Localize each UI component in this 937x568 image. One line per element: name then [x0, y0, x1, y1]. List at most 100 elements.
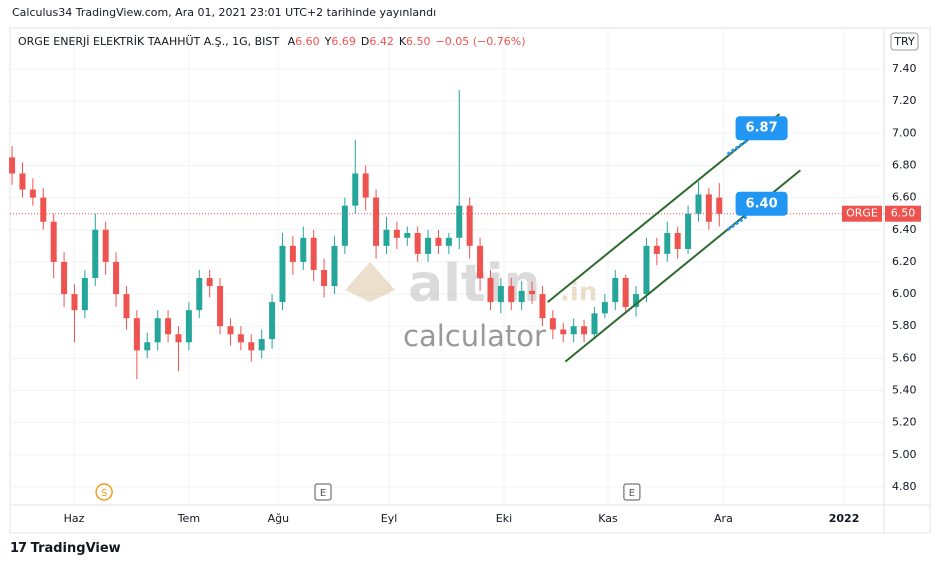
y-tick-label: 7.00 — [892, 126, 917, 139]
candle-body — [321, 269, 328, 287]
candle-body — [341, 205, 348, 246]
candle-body — [591, 313, 598, 335]
ohlc-key: D — [360, 35, 370, 48]
candle-body — [425, 237, 432, 254]
currency-box — [890, 32, 919, 51]
symbol-legend: ORGE ENERJİ ELEKTRİK TAAHHÜT A.Ş., 1G, B… — [18, 35, 526, 48]
ohlc-value: 6.60 — [295, 35, 320, 48]
candle-body — [102, 229, 109, 262]
event-label: S — [101, 488, 107, 499]
candle-body — [279, 245, 286, 303]
candle-body — [466, 205, 473, 246]
candle-body — [71, 294, 78, 311]
candle-body — [560, 329, 567, 335]
ohlc-value: 6.50 — [406, 35, 431, 48]
candle-body — [227, 326, 234, 335]
watermark-logo — [345, 262, 395, 302]
candle-body — [185, 310, 192, 343]
candle-body — [113, 261, 120, 295]
candle-body — [144, 342, 151, 351]
candle-body — [237, 334, 244, 343]
y-tick-label: 6.00 — [892, 287, 917, 300]
currency: TRY — [893, 35, 915, 48]
candle-body — [674, 232, 681, 250]
event-label: E — [629, 488, 635, 499]
candle-body — [352, 173, 359, 206]
symbol: ORGE ENERJİ ELEKTRİK TAAHHÜT A.Ş., 1G, B… — [18, 35, 280, 48]
x-tick-label: Eki — [496, 512, 512, 525]
ohlc-key: A — [287, 35, 296, 48]
y-tick-label: 5.00 — [892, 448, 917, 461]
publisher-line: Calculus34 TradingView.com, Ara 01, 2021… — [12, 6, 437, 19]
candle-body — [258, 339, 265, 351]
candle-body — [664, 232, 671, 254]
y-tick-label: 5.80 — [892, 319, 917, 332]
last-price-name: ORGE — [846, 207, 878, 220]
ohlc-key: Y — [324, 35, 332, 48]
y-tick-label: 6.60 — [892, 191, 917, 204]
y-tick-label: 4.80 — [892, 480, 917, 493]
candle-body — [622, 277, 629, 307]
candle-body — [165, 318, 172, 335]
x-tick-label: Ağu — [268, 512, 289, 525]
candle-body — [50, 221, 57, 262]
candle-body — [133, 318, 140, 351]
candle-body — [248, 342, 255, 351]
candle-body — [685, 213, 692, 250]
candle-body — [331, 245, 338, 287]
footer-brand: TradingView — [30, 541, 121, 556]
candle-body — [508, 286, 515, 303]
candle-body — [477, 245, 484, 278]
candle-body — [81, 277, 88, 311]
candle-body — [705, 194, 712, 222]
candle-body — [601, 302, 608, 314]
watermark-tld: .in — [560, 278, 597, 308]
event-marker — [95, 483, 113, 501]
change: −0.05 (−0.76%) — [435, 35, 526, 48]
callout-pointer — [726, 138, 749, 156]
callout-label: 6.87 — [746, 121, 778, 136]
candle-body — [393, 229, 400, 238]
candle-body — [269, 302, 276, 340]
event-marker — [623, 483, 641, 501]
x-tick-label: 2022 — [829, 512, 860, 525]
grid — [10, 28, 884, 505]
candle-body — [175, 334, 182, 343]
candle-body — [612, 277, 619, 303]
candle-body — [383, 229, 390, 246]
y-tick-label: 6.80 — [892, 158, 917, 171]
candle-body — [123, 294, 130, 319]
event-label: E — [320, 488, 326, 499]
y-tick-label: 6.40 — [892, 223, 917, 236]
candle-body — [373, 197, 380, 246]
candle-body — [9, 157, 16, 174]
y-tick-label: 5.40 — [892, 384, 917, 397]
ohlc-value: 6.69 — [331, 35, 356, 48]
y-tick-label: 7.20 — [892, 94, 917, 107]
candle-body — [206, 277, 213, 287]
y-tick-label: 5.20 — [892, 416, 917, 429]
candle-body — [154, 318, 161, 343]
callout-label: 6.40 — [746, 196, 778, 211]
candle-body — [310, 237, 317, 270]
chart: TRY altin .in calculator 4.80 5.00 5.20 5.4… — [9, 27, 931, 534]
event-marker — [314, 483, 332, 501]
candle-body — [653, 245, 660, 254]
candle-body — [456, 205, 463, 238]
callout-pointer — [726, 214, 749, 231]
x-tick-label: Tem — [177, 512, 200, 525]
watermark-tagline: calculator — [403, 319, 546, 353]
candle-body — [539, 294, 546, 319]
ohlc-key: K — [398, 35, 407, 48]
candle-body — [404, 232, 411, 238]
candle-body — [435, 237, 442, 246]
ohlc-value: 6.42 — [369, 35, 394, 48]
candle-body — [289, 245, 296, 262]
candle-body — [518, 290, 525, 303]
candle-body — [300, 237, 307, 262]
candle-body — [40, 197, 47, 222]
x-tick-label: Ara — [714, 512, 733, 525]
candle-body — [217, 286, 224, 327]
callout-box — [735, 191, 788, 216]
candle-body — [61, 261, 68, 295]
